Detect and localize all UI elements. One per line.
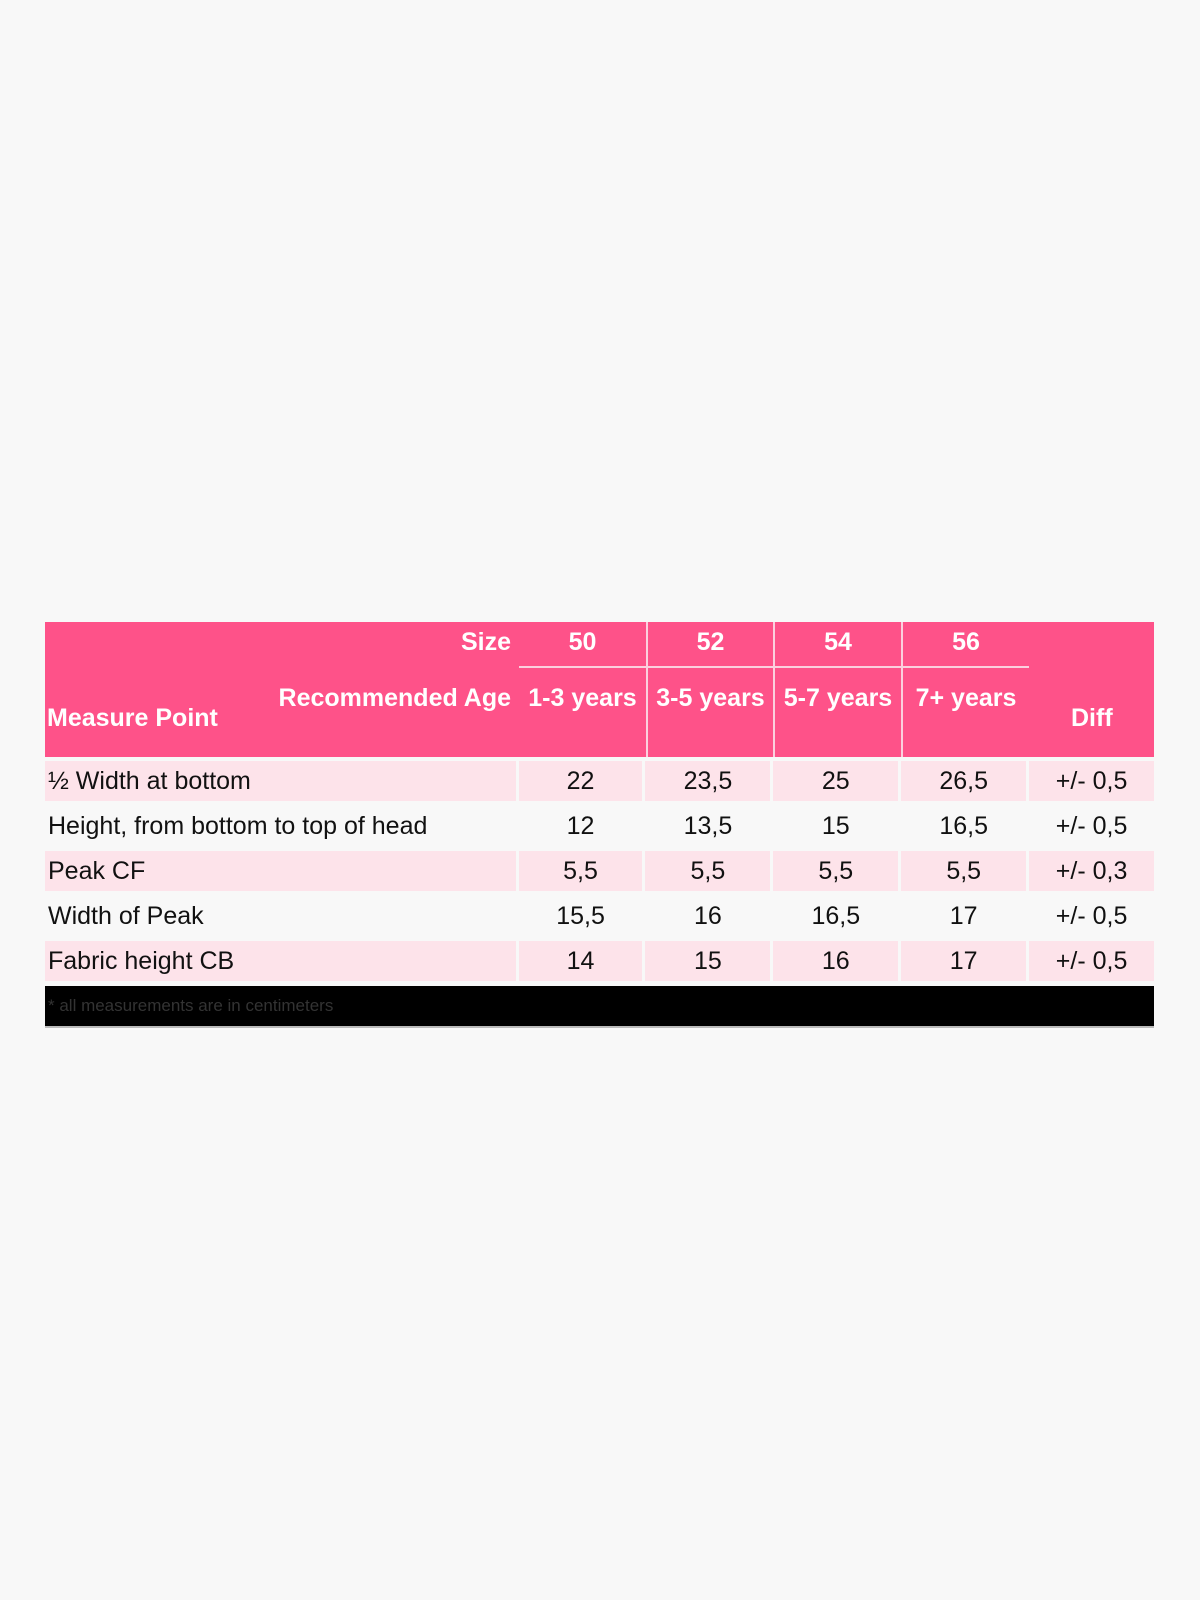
size-54: 54 [824, 628, 852, 656]
size-value: 13,5 [645, 806, 774, 846]
size-value: 5,5 [773, 851, 902, 891]
size-value: 23,5 [645, 761, 774, 801]
table-header: Size Recommended Age Measure Point Diff … [45, 622, 1154, 757]
table-row: ½ Width at bottom 22 23,5 25 26,5 +/- 0,5 [45, 761, 1154, 806]
table-row: Height, from bottom to top of head 12 13,5… [45, 806, 1154, 851]
size-value: 15 [645, 941, 774, 981]
size-value: 15,5 [519, 896, 646, 936]
size-value: 5,5 [645, 851, 774, 891]
size-chart-table: Size Recommended Age Measure Point Diff … [45, 622, 1154, 1028]
size-value: 16,5 [773, 896, 902, 936]
measure-point-label: Measure Point [47, 704, 218, 732]
size-value: 5,5 [519, 851, 646, 891]
diff-label: Diff [1071, 704, 1113, 732]
size-value: 5,5 [901, 851, 1030, 891]
size-value: 15 [773, 806, 902, 846]
measure-point: Peak CF [45, 851, 519, 891]
size-value: 12 [519, 806, 646, 846]
measure-point: Height, from bottom to top of head [45, 806, 519, 846]
age-1-3: 1-3 years [528, 684, 637, 712]
diff-value: +/- 0,5 [1055, 766, 1128, 795]
diff-value: +/- 0,5 [1055, 946, 1128, 975]
age-3-5: 3-5 years [656, 684, 765, 712]
size-value: 16 [645, 896, 774, 936]
size-value: 22 [519, 761, 646, 801]
size-value: 26,5 [901, 761, 1030, 801]
table-row: Fabric height CB 14 15 16 17 +/- 0,5 [45, 941, 1154, 986]
diff-value: +/- 0,3 [1055, 856, 1128, 885]
age-label: Recommended Age [278, 684, 511, 712]
size-value: 16 [773, 941, 902, 981]
table-row: Peak CF 5,5 5,5 5,5 5,5 +/- 0,3 [45, 851, 1154, 896]
footnote: * all measurements are in centimeters [45, 986, 1154, 1028]
size-value: 14 [519, 941, 646, 981]
size-value: 25 [773, 761, 902, 801]
size-value: 16,5 [901, 806, 1030, 846]
size-56: 56 [952, 628, 980, 656]
diff-value: +/- 0,5 [1055, 901, 1128, 930]
diff-value: +/- 0,5 [1055, 811, 1128, 840]
size-50: 50 [568, 628, 597, 656]
size-value: 17 [901, 896, 1030, 936]
measure-point: Fabric height CB [45, 941, 519, 981]
measure-point: ½ Width at bottom [45, 761, 519, 801]
age-5-7: 5-7 years [783, 684, 893, 712]
age-7plus: 7+ years [915, 684, 1017, 712]
size-label: Size [460, 628, 511, 656]
table-row: Width of Peak 15,5 16 16,5 17 +/- 0,5 [45, 896, 1154, 941]
measure-point: Width of Peak [45, 896, 519, 936]
size-52: 52 [696, 628, 725, 656]
size-value: 17 [901, 941, 1030, 981]
